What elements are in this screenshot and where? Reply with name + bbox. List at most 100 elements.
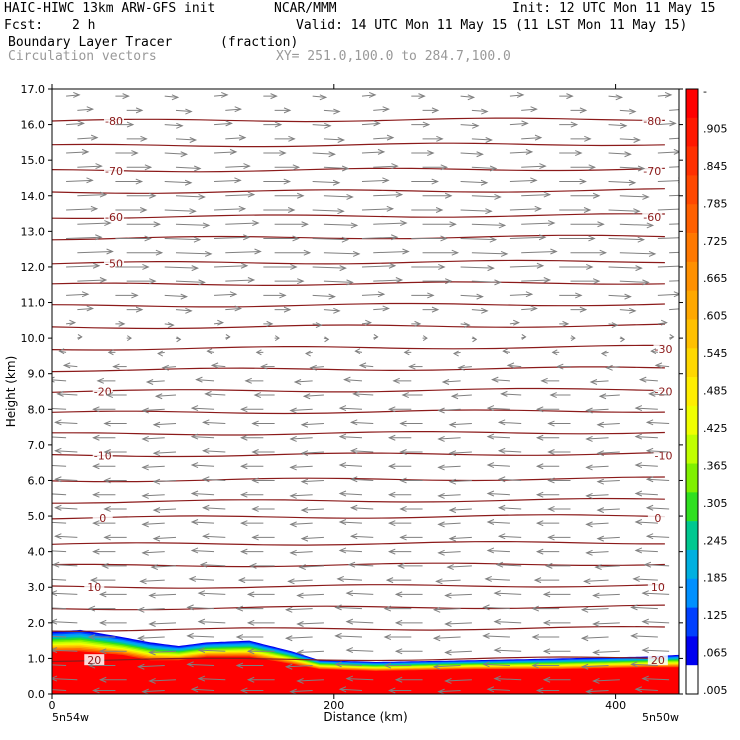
wind-vector-head bbox=[390, 234, 399, 241]
wind-vector bbox=[175, 309, 192, 312]
wind-vector-head bbox=[521, 334, 527, 340]
wind-vector-head bbox=[580, 606, 589, 613]
wind-vector-head bbox=[338, 490, 347, 497]
wind-vector-head bbox=[126, 121, 135, 128]
wind-vector-head bbox=[274, 121, 283, 128]
wind-vector-head bbox=[354, 348, 361, 355]
wind-vector-head bbox=[190, 519, 199, 525]
wind-vector-head bbox=[44, 463, 50, 468]
wind-vector bbox=[52, 635, 67, 638]
wind-vector bbox=[52, 664, 67, 667]
wind-vector bbox=[521, 108, 537, 111]
wind-vector-head bbox=[673, 148, 679, 155]
colorbar-label: .845 bbox=[703, 160, 728, 173]
wind-vector-head bbox=[350, 222, 359, 229]
wind-vector bbox=[52, 493, 67, 496]
colorbar-cell bbox=[686, 290, 698, 320]
wind-vector bbox=[153, 423, 177, 426]
wind-vector bbox=[640, 379, 658, 382]
wind-vector bbox=[52, 649, 78, 652]
wind-vector-head bbox=[292, 235, 300, 242]
wind-vector bbox=[449, 423, 472, 426]
wind-vector bbox=[335, 663, 363, 667]
wind-vector-head bbox=[377, 148, 386, 155]
wind-vector bbox=[349, 564, 374, 567]
wind-vector-head bbox=[40, 633, 46, 638]
contour-label-bg bbox=[647, 581, 668, 593]
wind-vector-head bbox=[596, 535, 605, 542]
wind-vector-head bbox=[382, 106, 390, 113]
wind-vector-head bbox=[86, 305, 95, 312]
wind-vector bbox=[438, 494, 461, 497]
wind-vector bbox=[153, 451, 177, 454]
wind-vector bbox=[52, 592, 78, 595]
wind-vector bbox=[631, 606, 658, 610]
wind-vector bbox=[225, 307, 241, 311]
wind-vector-head bbox=[586, 263, 594, 270]
wind-vector-head bbox=[77, 334, 83, 340]
wind-vector bbox=[304, 394, 324, 397]
wind-vector-head bbox=[334, 604, 342, 611]
wind-vector-head bbox=[289, 436, 297, 442]
wind-vector bbox=[323, 223, 357, 226]
wind-vector-head bbox=[106, 248, 114, 255]
wind-vector-head bbox=[437, 464, 445, 471]
wind-vector-head bbox=[493, 618, 501, 625]
wind-vector-head bbox=[482, 632, 490, 639]
wind-vector-head bbox=[643, 561, 652, 568]
wind-vector bbox=[509, 94, 524, 97]
wind-vector-head bbox=[534, 205, 543, 212]
wind-vector bbox=[346, 678, 374, 681]
wind-vector-head bbox=[176, 122, 184, 129]
wind-vector bbox=[147, 380, 165, 383]
wind-vector-head bbox=[530, 106, 538, 113]
wind-vector bbox=[361, 94, 376, 97]
wind-vector bbox=[203, 450, 226, 453]
colorbar: - .905 .845 .785 .725 .665 .605 .545 .485 .425 .36… bbox=[685, 85, 728, 697]
contour-label-bg bbox=[653, 385, 674, 397]
wind-vector-head bbox=[137, 663, 145, 670]
wind-vector-head bbox=[373, 120, 381, 127]
wind-vector-head bbox=[157, 350, 163, 357]
wind-vector bbox=[196, 379, 215, 382]
wind-vector bbox=[471, 195, 501, 198]
temperature-contour-line bbox=[52, 323, 665, 330]
wind-vector-head bbox=[296, 649, 304, 656]
temperature-contour-line bbox=[52, 259, 665, 265]
wind-vector bbox=[458, 366, 472, 369]
wind-vector bbox=[647, 535, 670, 538]
wind-vector bbox=[635, 549, 658, 553]
wind-vector-head bbox=[349, 476, 358, 483]
wind-vector-head bbox=[485, 208, 493, 215]
wind-vector-head bbox=[141, 436, 149, 442]
wind-vector-head bbox=[611, 322, 619, 329]
wind-vector-head bbox=[247, 277, 256, 283]
wind-vector bbox=[55, 478, 78, 481]
wind-vector bbox=[434, 608, 461, 611]
y-tick-label: 13.0 bbox=[21, 225, 46, 238]
wind-vector-head bbox=[548, 220, 556, 226]
wind-vector-head bbox=[81, 148, 90, 155]
wind-vector-head bbox=[646, 222, 655, 229]
wind-vector bbox=[164, 152, 187, 155]
wind-vector bbox=[187, 606, 215, 610]
wind-vector bbox=[487, 521, 510, 524]
y-tick-label: 10.0 bbox=[21, 332, 46, 345]
wind-vector-head bbox=[630, 632, 638, 639]
wind-vector-head bbox=[92, 548, 100, 555]
wind-vector bbox=[483, 606, 510, 610]
wind-vector-head bbox=[141, 521, 149, 528]
wind-vector-head bbox=[540, 377, 548, 384]
wind-vector bbox=[586, 494, 609, 497]
wind-vector bbox=[312, 266, 346, 269]
wind-vector-head bbox=[444, 649, 452, 656]
wind-vector-head bbox=[197, 647, 206, 654]
wind-vector-head bbox=[580, 663, 589, 670]
wind-vector bbox=[351, 450, 374, 453]
wind-vector bbox=[509, 208, 541, 211]
wind-vector-head bbox=[547, 534, 555, 541]
wind-vector-head bbox=[431, 107, 440, 114]
wind-vector-head bbox=[673, 291, 679, 298]
y-tick-label: 5.0 bbox=[28, 510, 46, 523]
wind-vector-head bbox=[480, 179, 489, 186]
